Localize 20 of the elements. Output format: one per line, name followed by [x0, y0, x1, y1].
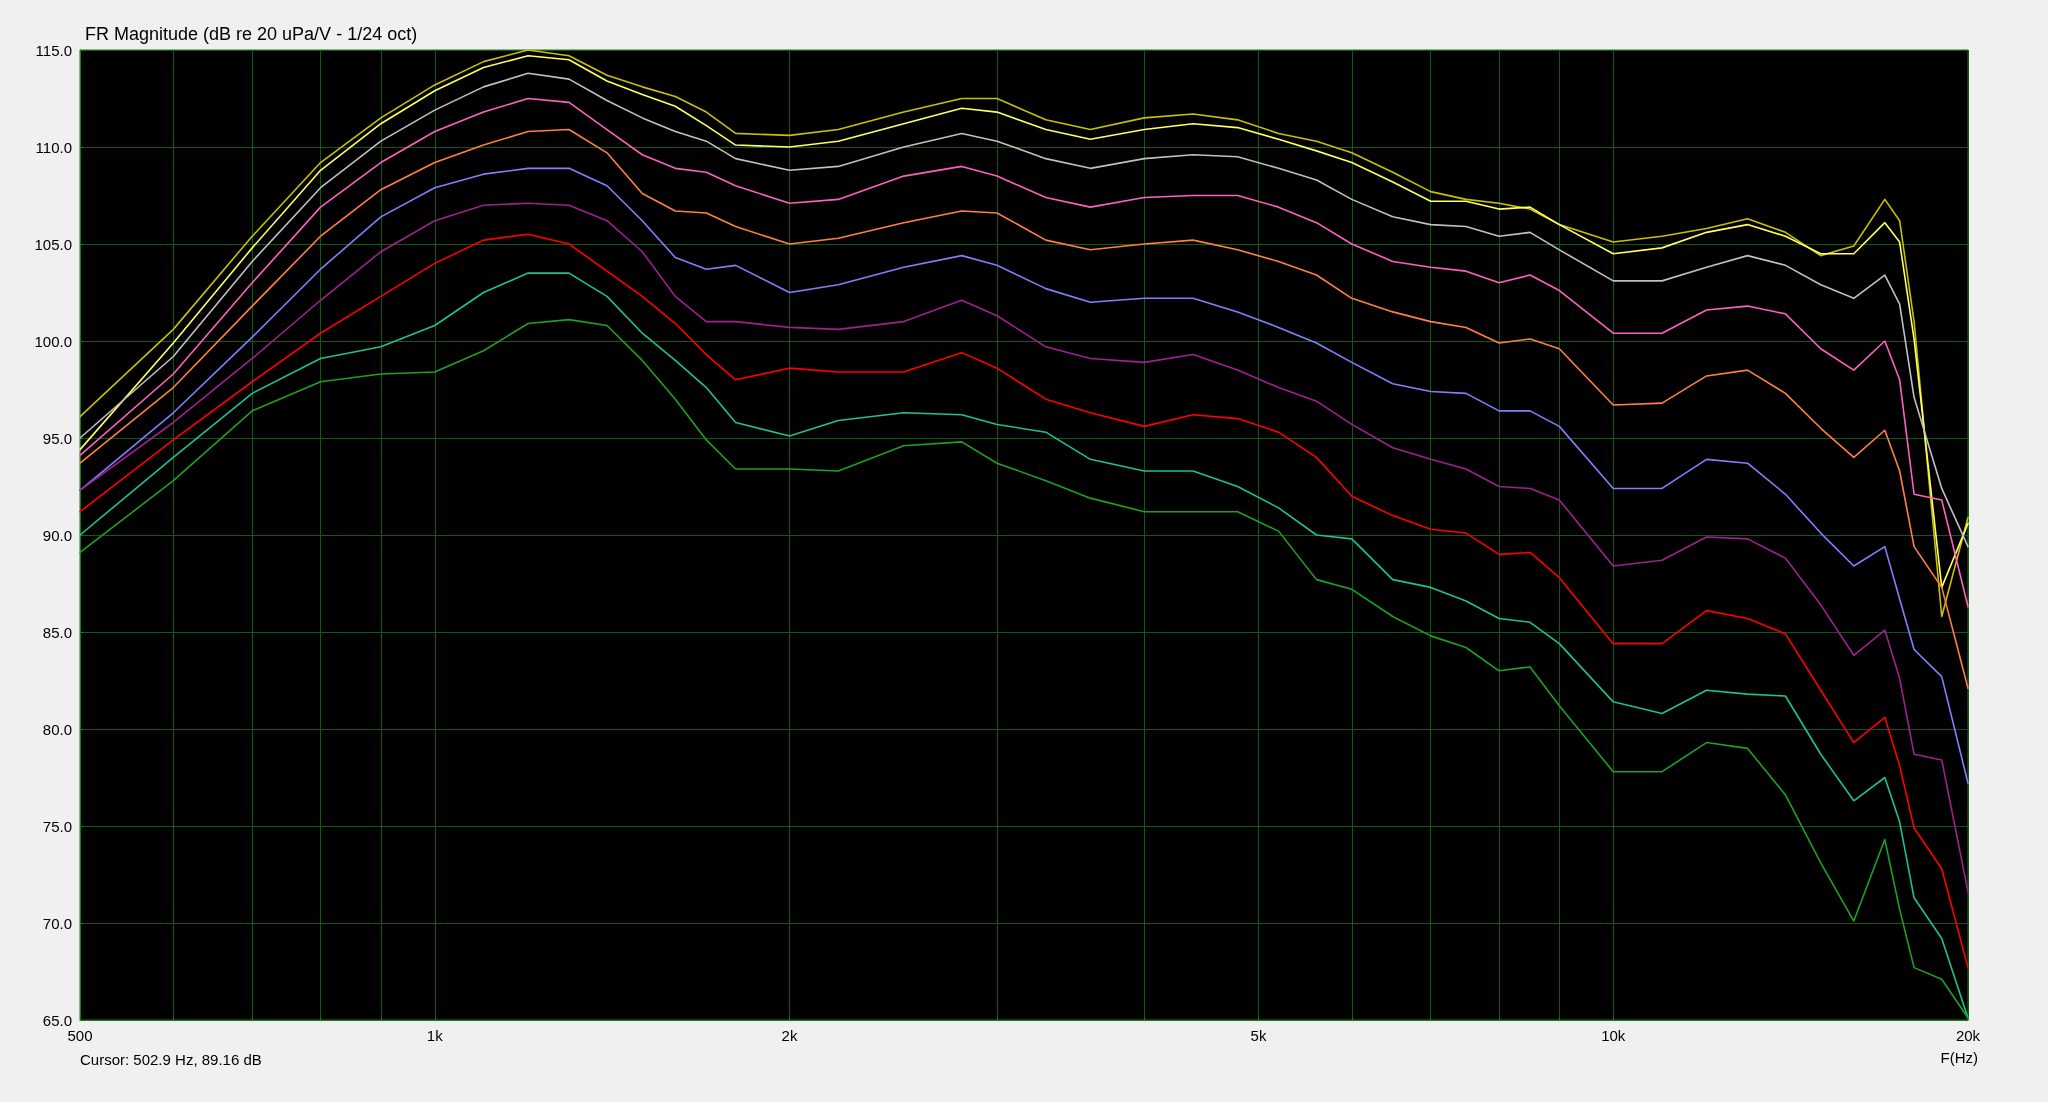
- x-tick-label: 500: [67, 1027, 93, 1044]
- y-tick-label: 65.0: [42, 1011, 72, 1029]
- x-tick-label: 20k: [1955, 1027, 1981, 1044]
- x-tick-label: 10k: [1601, 1027, 1626, 1044]
- x-tick-label: 5k: [1250, 1027, 1267, 1044]
- y-tick-label: 115.0: [35, 41, 72, 59]
- y-tick-label: 70.0: [42, 914, 72, 932]
- y-tick-label: 110.0: [35, 138, 72, 156]
- y-tick-label: 75.0: [42, 817, 72, 835]
- chart-title: FR Magnitude (dB re 20 uPa/V - 1/24 oct): [85, 24, 418, 44]
- y-tick-label: 90.0: [42, 526, 72, 544]
- y-tick-label: 95.0: [42, 429, 72, 447]
- text: Cursor: 502.9 Hz, 89.16 dB: [80, 1051, 262, 1068]
- y-tick-label: 85.0: [42, 623, 72, 641]
- y-tick-label: 100.0: [34, 332, 72, 350]
- y-tick-label: 80.0: [42, 720, 72, 738]
- y-tick-label: 105.0: [34, 235, 72, 253]
- x-axis-title: F(Hz): [1940, 1049, 1978, 1066]
- x-tick-label: 1k: [426, 1027, 444, 1044]
- x-tick-label: 2k: [781, 1027, 798, 1044]
